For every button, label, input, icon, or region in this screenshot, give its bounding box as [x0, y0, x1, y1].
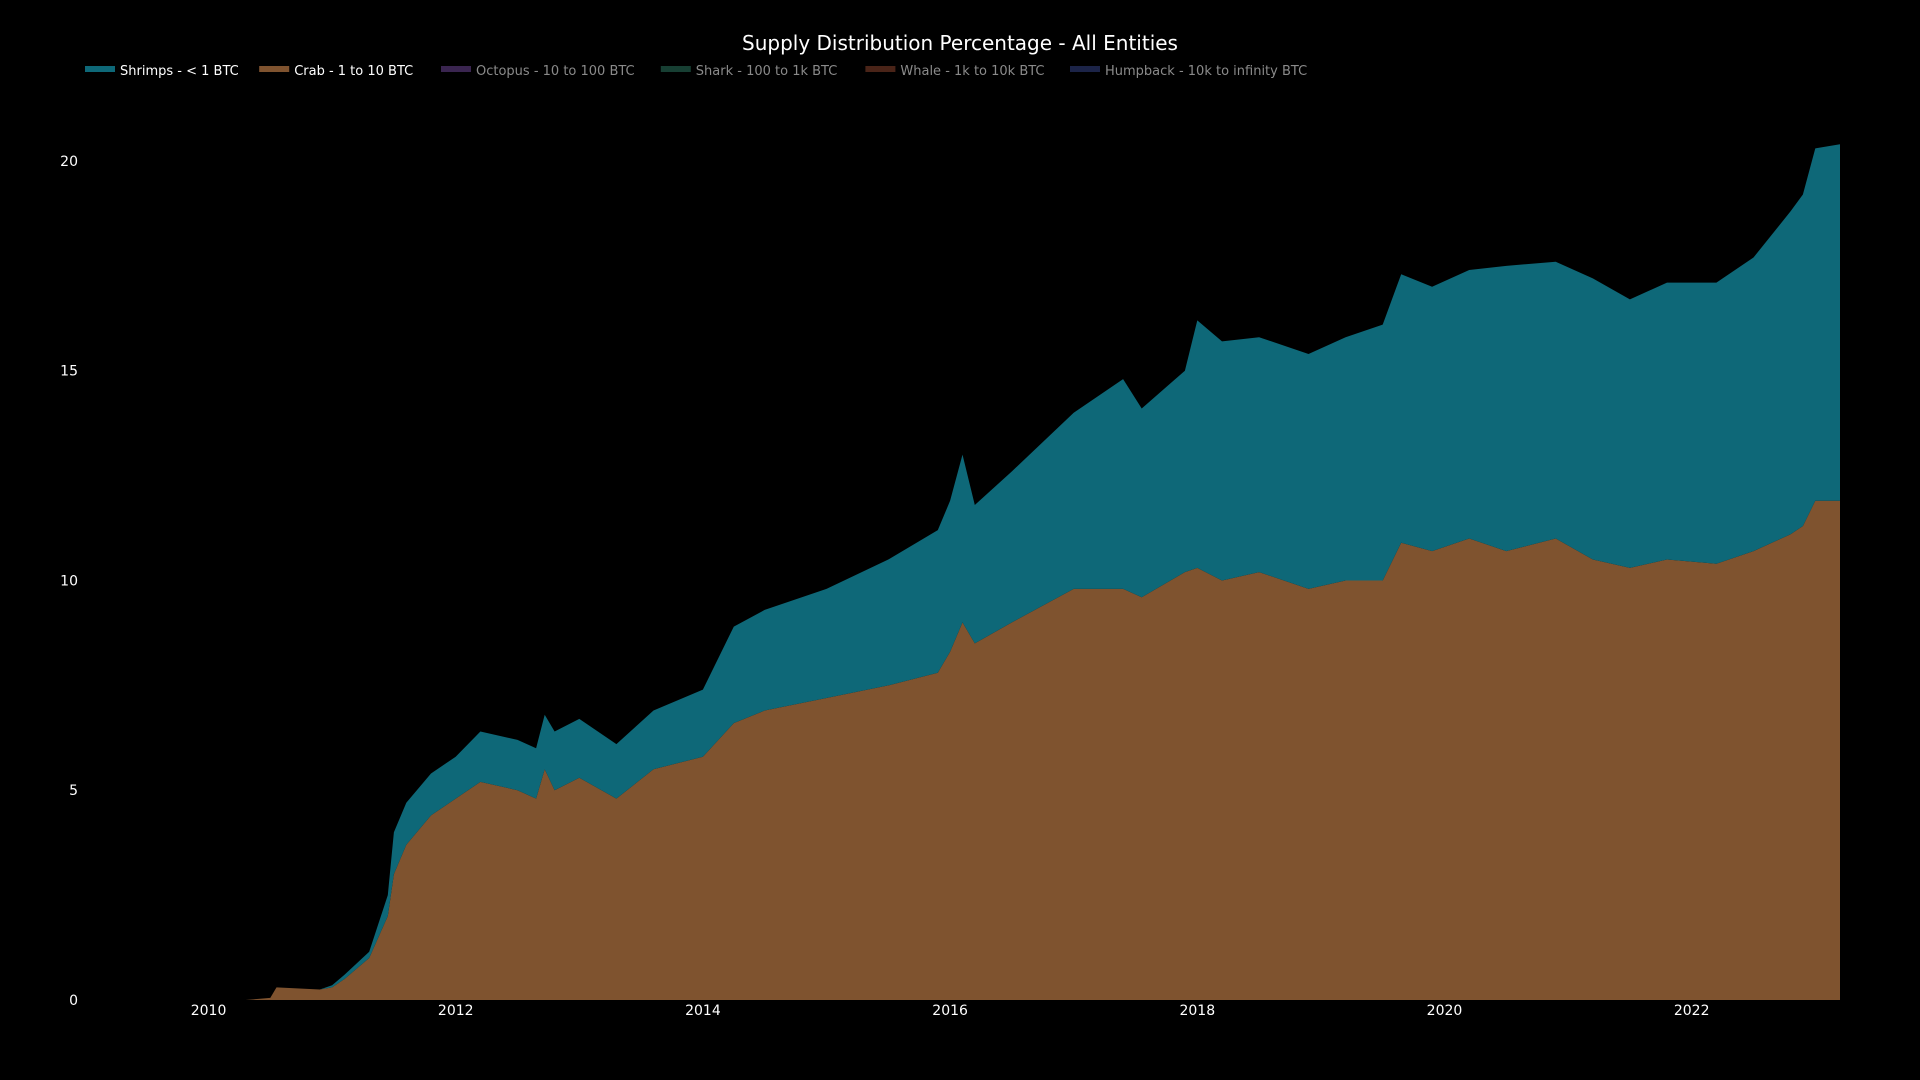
legend: Shrimps - < 1 BTC Crab - 1 to 10 BTC Octop… [85, 64, 1307, 79]
plot-area [245, 144, 1841, 1000]
legend-item-0[interactable]: Shrimps - < 1 BTC [85, 64, 239, 79]
legend-swatch-2 [441, 66, 471, 72]
area-series-0[interactable] [245, 500, 1841, 1000]
legend-swatch-0 [85, 66, 115, 72]
legend-swatch-1 [259, 66, 290, 72]
legend-swatch-4 [865, 66, 896, 72]
legend-label-1: Crab - 1 to 10 BTC [294, 64, 413, 79]
legend-label-4: Whale - 1k to 10k BTC [900, 64, 1044, 79]
legend-item-1[interactable]: Crab - 1 to 10 BTC [259, 64, 413, 79]
legend-item-5[interactable]: Humpback - 10k to infinity BTC [1070, 64, 1307, 79]
x-tick-label-4: 2018 [1179, 1003, 1215, 1019]
y-tick-label-0: 0 [69, 993, 78, 1009]
y-tick-label-3: 15 [60, 364, 78, 380]
legend-item-3[interactable]: Shark - 100 to 1k BTC [660, 64, 838, 79]
y-tick-label-1: 5 [69, 783, 78, 799]
y-axis: 0 5 10 15 20 [60, 154, 78, 1009]
legend-item-2[interactable]: Octopus - 10 to 100 BTC [441, 64, 635, 79]
legend-label-2: Octopus - 10 to 100 BTC [476, 64, 635, 79]
legend-label-0: Shrimps - < 1 BTC [120, 64, 239, 79]
legend-swatch-5 [1070, 66, 1100, 72]
chart-title: Supply Distribution Percentage - All Ent… [742, 31, 1178, 55]
legend-label-3: Shark - 100 to 1k BTC [696, 64, 838, 79]
x-axis: 2010 2012 2014 2016 2018 2020 2022 [191, 1003, 1710, 1019]
area-series-1[interactable] [245, 144, 1841, 1000]
x-tick-label-3: 2016 [932, 1003, 968, 1019]
x-tick-label-5: 2020 [1427, 1003, 1463, 1019]
legend-label-5: Humpback - 10k to infinity BTC [1105, 64, 1307, 79]
x-tick-label-1: 2012 [438, 1003, 474, 1019]
x-tick-label-2: 2014 [685, 1003, 721, 1019]
y-tick-label-4: 20 [60, 154, 78, 170]
y-tick-label-2: 10 [60, 573, 78, 589]
legend-swatch-3 [660, 66, 691, 72]
x-tick-label-6: 2022 [1674, 1003, 1710, 1019]
legend-item-4[interactable]: Whale - 1k to 10k BTC [865, 64, 1045, 79]
x-tick-label-0: 2010 [191, 1003, 227, 1019]
